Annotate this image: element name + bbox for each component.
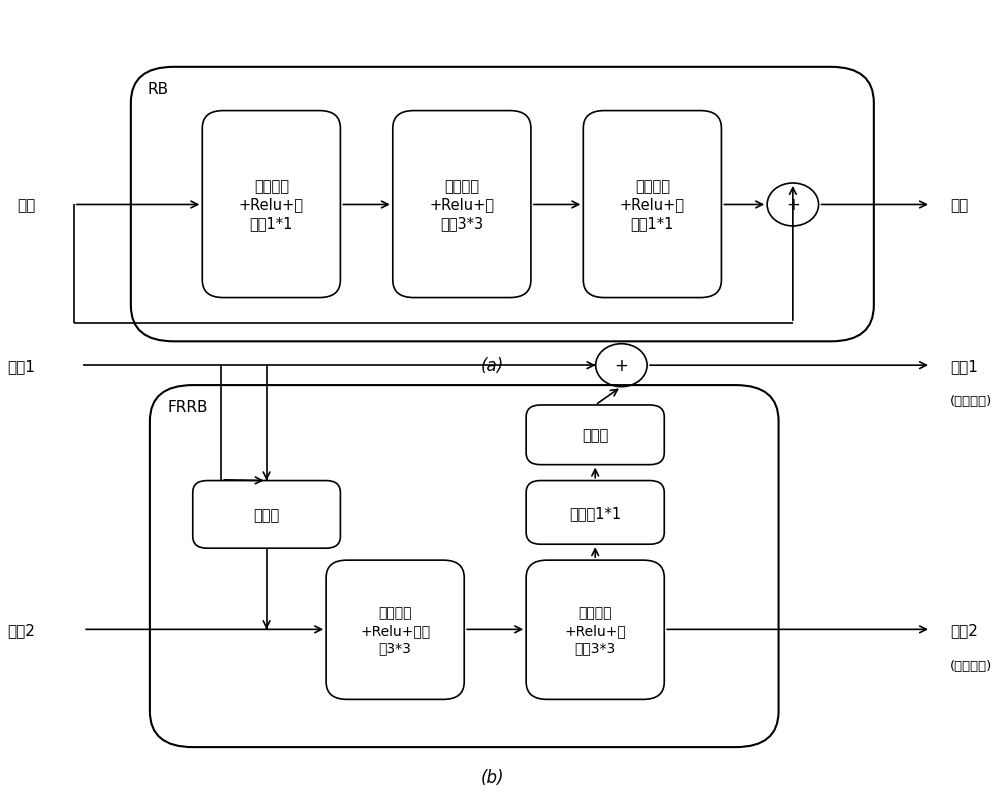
- Text: 批标准化
+Relu+卷
积兵3*3: 批标准化 +Relu+卷 积兵3*3: [429, 179, 494, 231]
- Text: 输入2: 输入2: [8, 622, 36, 637]
- FancyBboxPatch shape: [202, 112, 340, 298]
- FancyBboxPatch shape: [526, 481, 664, 544]
- Text: 批标准化
+Relu+卷
积兵1*1: 批标准化 +Relu+卷 积兵1*1: [239, 179, 304, 231]
- Text: 输出1: 输出1: [950, 358, 978, 373]
- Text: 输出: 输出: [950, 198, 968, 213]
- FancyBboxPatch shape: [526, 406, 664, 465]
- FancyBboxPatch shape: [150, 385, 779, 747]
- Text: +: +: [786, 196, 800, 214]
- FancyBboxPatch shape: [193, 481, 340, 548]
- FancyBboxPatch shape: [326, 560, 464, 699]
- FancyBboxPatch shape: [583, 112, 721, 298]
- Text: +: +: [614, 357, 628, 375]
- Text: 批标准化
+Relu+卷积
兵3*3: 批标准化 +Relu+卷积 兵3*3: [360, 605, 430, 654]
- Text: 输出2: 输出2: [950, 622, 978, 637]
- FancyBboxPatch shape: [393, 112, 531, 298]
- Text: FRRB: FRRB: [167, 400, 208, 415]
- Text: (a): (a): [481, 357, 504, 375]
- Text: 上池化: 上池化: [582, 428, 608, 442]
- Text: 批标准化
+Relu+卷
积兵3*3: 批标准化 +Relu+卷 积兵3*3: [564, 605, 626, 654]
- Text: 输入1: 输入1: [8, 358, 36, 373]
- Text: 输入: 输入: [17, 198, 36, 213]
- Text: 卷积兵1*1: 卷积兵1*1: [569, 505, 621, 520]
- Text: (残差线程): (残差线程): [950, 395, 992, 408]
- Text: RB: RB: [148, 82, 169, 97]
- Text: (池化线程): (池化线程): [950, 658, 992, 672]
- FancyBboxPatch shape: [131, 67, 874, 342]
- FancyBboxPatch shape: [526, 560, 664, 699]
- Text: 池化层: 池化层: [253, 507, 280, 522]
- Text: (b): (b): [481, 768, 505, 785]
- Text: 批标准化
+Relu+卷
积兵1*1: 批标准化 +Relu+卷 积兵1*1: [620, 179, 685, 231]
